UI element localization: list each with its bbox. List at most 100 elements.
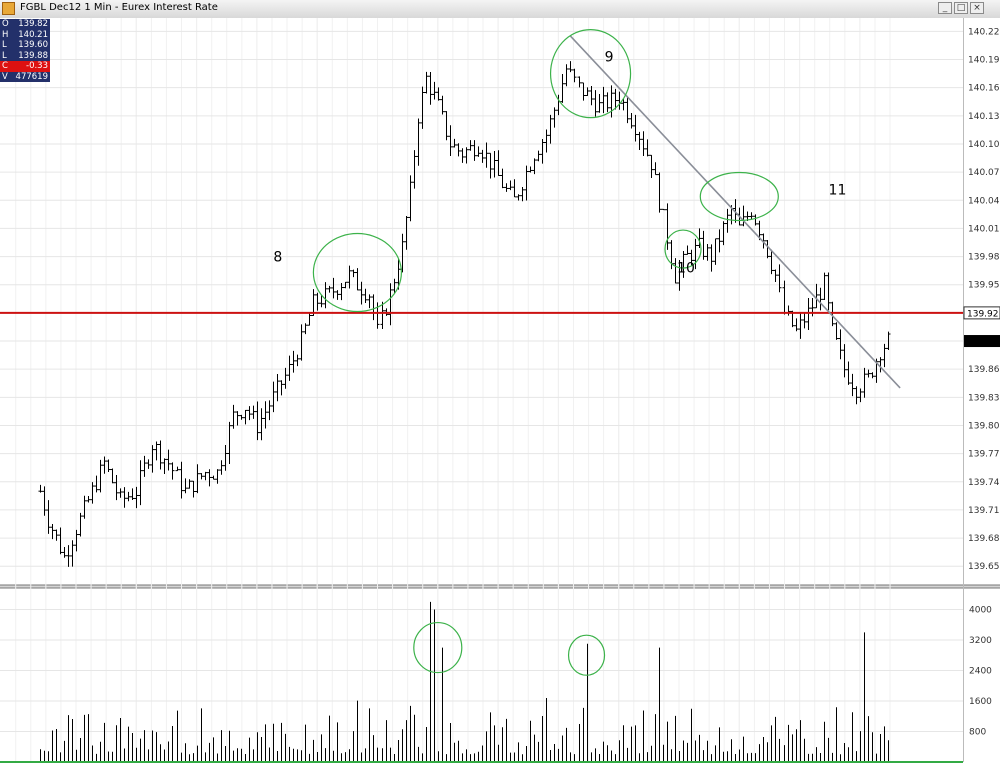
volume-tick-label: 4000 xyxy=(969,605,992,615)
y-tick-label: 139.65 xyxy=(968,562,1000,572)
price-bar xyxy=(199,473,204,480)
y-tick-label: 139.83 xyxy=(968,393,1000,403)
volume-tick-label: 800 xyxy=(969,727,986,737)
price-bar xyxy=(653,162,658,176)
price-bar xyxy=(492,150,497,178)
price-bar xyxy=(179,461,184,499)
price-bar xyxy=(568,61,573,73)
price-bar xyxy=(271,381,276,413)
ohlc-low: L 139.60 xyxy=(0,40,50,51)
price-bar xyxy=(645,139,650,157)
price-bar xyxy=(472,140,477,161)
price-bar xyxy=(215,469,220,484)
price-bar xyxy=(508,180,513,191)
volume-highlight-circle xyxy=(413,621,463,674)
price-bar xyxy=(448,125,453,157)
price-bar xyxy=(311,289,316,316)
price-bar xyxy=(170,462,175,480)
price-bar xyxy=(359,281,364,305)
y-tick-label: 139.77 xyxy=(968,450,1000,460)
price-bar xyxy=(420,86,425,129)
price-bar xyxy=(315,292,320,311)
price-bar xyxy=(231,404,236,429)
price-bar xyxy=(673,258,678,284)
price-bar xyxy=(267,400,272,421)
minimize-button[interactable]: _ xyxy=(938,2,952,14)
price-bar xyxy=(721,221,726,246)
price-bar xyxy=(581,82,586,101)
price-bar xyxy=(327,285,332,293)
close-button[interactable]: × xyxy=(970,2,984,14)
grid-lines xyxy=(0,18,1000,762)
price-bar xyxy=(263,401,268,429)
price-bar xyxy=(355,268,360,291)
price-bar xyxy=(223,444,228,471)
price-bar xyxy=(380,301,385,330)
price-bar xyxy=(66,545,71,567)
chart-area[interactable]: 8 9 10 11 10:4511:0011:1511:3011:4512:0012:… xyxy=(0,18,1000,776)
price-bar xyxy=(319,294,324,308)
price-bar xyxy=(657,172,662,213)
volume-tick-label: 1600 xyxy=(969,697,992,707)
price-bar xyxy=(138,460,143,506)
price-bar xyxy=(259,408,264,441)
price-bar xyxy=(601,86,606,114)
price-bar xyxy=(649,154,654,179)
price-bar xyxy=(243,409,248,425)
price-bar xyxy=(351,269,356,278)
price-bar xyxy=(227,421,232,464)
axes: 10:4511:0011:1511:3011:4512:0012:1512:30… xyxy=(0,27,1000,776)
price-bar xyxy=(275,373,280,402)
price-bar xyxy=(38,484,43,493)
price-bar xyxy=(162,458,167,475)
price-bar xyxy=(552,107,557,128)
price-bar xyxy=(548,114,553,144)
price-bar xyxy=(203,471,208,481)
price-bar xyxy=(440,95,445,115)
y-tick-label: 139.95 xyxy=(968,281,1000,291)
ohlc-high: H 140.21 xyxy=(0,29,50,40)
price-bar xyxy=(235,411,240,426)
volume-highlight-circle xyxy=(567,634,606,676)
price-bar xyxy=(175,466,180,472)
price-bar xyxy=(689,249,694,267)
price-bar xyxy=(239,414,244,420)
price-bar xyxy=(846,361,851,385)
price-bar xyxy=(701,230,706,260)
current-price-marker xyxy=(964,335,1000,348)
price-bar xyxy=(777,264,782,293)
price-bar xyxy=(98,459,103,493)
price-bar xyxy=(299,324,304,361)
price-bar xyxy=(665,203,670,250)
price-bar xyxy=(126,491,131,502)
price-bar xyxy=(633,114,638,142)
wave-label: 8 xyxy=(273,249,282,265)
price-bar xyxy=(685,245,690,255)
price-bar xyxy=(717,229,722,253)
price-bar xyxy=(822,272,827,301)
price-bar xyxy=(42,486,47,516)
price-bar xyxy=(130,488,135,500)
y-tick-label: 139.74 xyxy=(968,478,1000,488)
volume-tick-label: 3200 xyxy=(969,636,992,646)
price-bar xyxy=(82,495,87,519)
price-bar xyxy=(303,323,308,335)
price-bar xyxy=(806,297,811,330)
price-bar xyxy=(86,495,91,503)
price-bar xyxy=(283,367,288,389)
price-bar xyxy=(367,294,372,309)
price-bar xyxy=(62,546,67,558)
price-bar xyxy=(834,322,839,340)
price-bar xyxy=(625,97,630,124)
price-bar xyxy=(207,469,212,487)
price-bar xyxy=(408,175,413,222)
maximize-button[interactable]: □ xyxy=(954,2,968,14)
price-bar xyxy=(842,344,847,378)
price-highlight-circle xyxy=(549,29,632,119)
support-price-label: 139.92 xyxy=(967,309,999,319)
price-bar xyxy=(396,258,401,290)
price-bar xyxy=(70,540,75,567)
price-bar xyxy=(279,380,284,396)
ohlc-volume: V 477619 xyxy=(0,71,50,82)
ohlc-open: O 139.82 xyxy=(0,19,50,30)
